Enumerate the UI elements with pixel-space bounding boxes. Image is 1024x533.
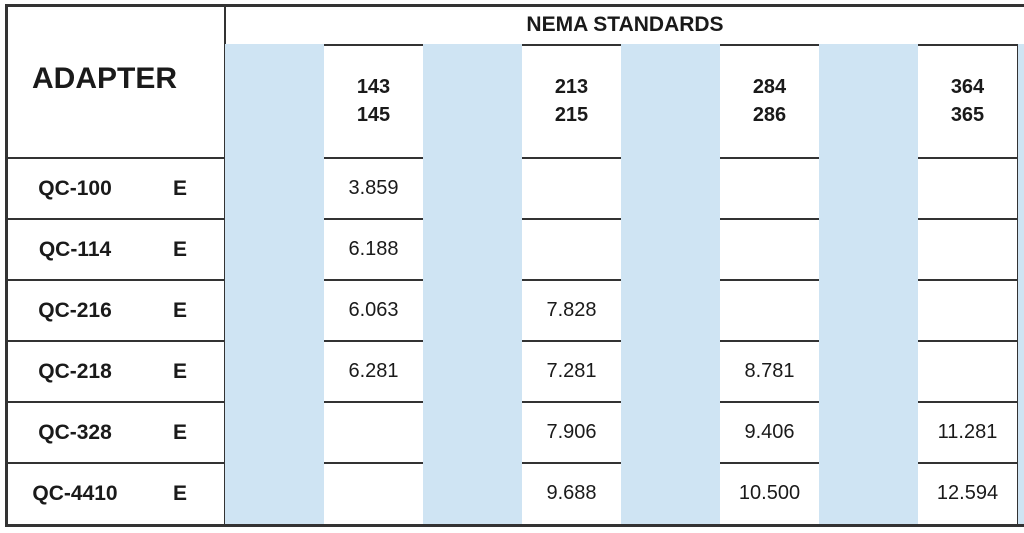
value-cell: 10.500 <box>738 482 801 504</box>
adapter-name: QC-100 <box>38 176 112 200</box>
column-shade <box>1018 44 1024 524</box>
column-header: 213 215 <box>522 44 621 158</box>
column-header: 284 286 <box>720 44 819 158</box>
value-cell: 7.828 <box>546 299 597 321</box>
column-header-line: 145 <box>356 104 391 126</box>
value-cell: 9.688 <box>546 482 597 504</box>
adapter-name: QC-328 <box>38 420 112 444</box>
column-shade <box>225 44 324 524</box>
column-header: 364 365 <box>918 44 1017 158</box>
column-shade <box>819 44 918 524</box>
adapter-code: E <box>172 298 187 322</box>
column-shade <box>621 44 720 524</box>
adapter-code: E <box>172 420 187 444</box>
value-cell: 12.594 <box>936 482 999 504</box>
value-cell: 7.906 <box>546 421 597 443</box>
value-cell: 3.859 <box>348 177 399 199</box>
value-cell: 6.281 <box>348 360 399 382</box>
column-header: 143 145 <box>324 44 423 158</box>
column-header-line: 364 <box>950 76 985 98</box>
column-header-line: 143 <box>356 76 391 98</box>
adapter-header: ADAPTER <box>32 62 178 95</box>
value-cell: 7.281 <box>546 360 597 382</box>
adapter-code: E <box>172 176 187 200</box>
nema-header: NEMA STANDARDS <box>526 12 724 36</box>
adapter-name: QC-114 <box>38 237 112 261</box>
value-cell: 8.781 <box>744 360 795 382</box>
column-shade <box>423 44 522 524</box>
value-cell: 11.281 <box>937 421 998 443</box>
value-cell: 6.063 <box>348 299 399 321</box>
column-header-line: 215 <box>554 104 589 126</box>
table-rule <box>5 524 1024 527</box>
column-header-line: 284 <box>752 76 787 98</box>
column-header-line: 365 <box>950 104 985 126</box>
adapter-name: QC-216 <box>38 298 112 322</box>
adapter-code: E <box>172 359 187 383</box>
column-header-line: 213 <box>554 76 589 98</box>
adapter-name: QC-4410 <box>32 481 118 505</box>
table-rule <box>5 4 1024 7</box>
adapter-code: E <box>172 237 187 261</box>
adapter-code: E <box>172 481 187 505</box>
column-header-line: 286 <box>752 104 787 126</box>
value-cell: 9.406 <box>744 421 795 443</box>
value-cell: 6.188 <box>348 238 399 260</box>
table-rule <box>5 5 8 526</box>
adapter-name: QC-218 <box>38 359 112 383</box>
